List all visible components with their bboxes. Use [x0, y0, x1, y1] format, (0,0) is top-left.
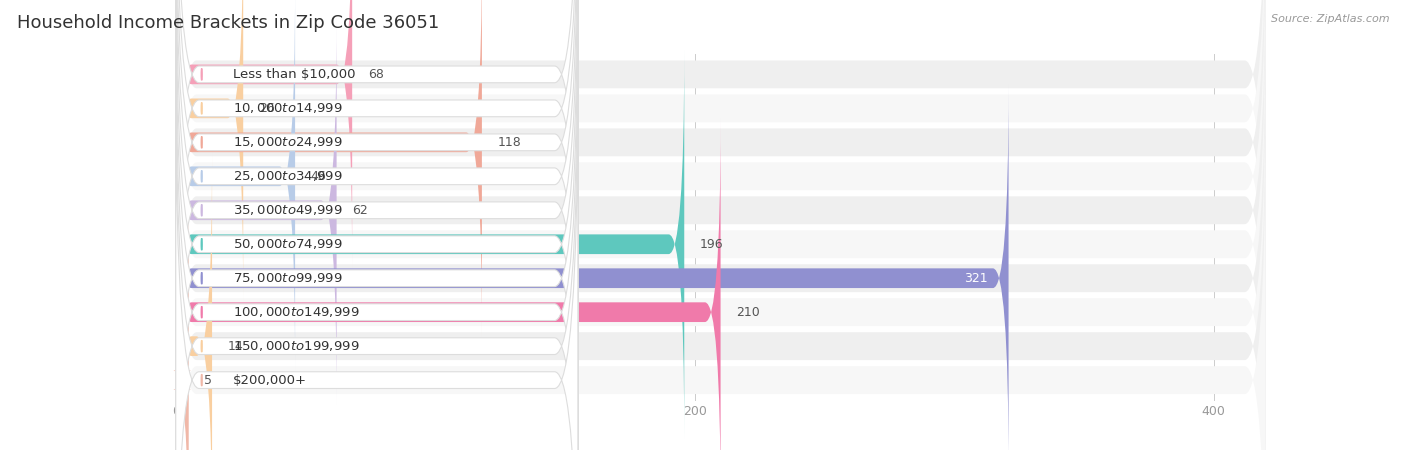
FancyBboxPatch shape	[176, 0, 243, 302]
Text: Less than $10,000: Less than $10,000	[233, 68, 356, 81]
FancyBboxPatch shape	[176, 15, 578, 450]
FancyBboxPatch shape	[176, 50, 685, 438]
Text: 62: 62	[352, 204, 368, 217]
FancyBboxPatch shape	[176, 0, 578, 450]
Text: 14: 14	[228, 340, 243, 353]
Text: $35,000 to $49,999: $35,000 to $49,999	[233, 203, 343, 217]
Text: $100,000 to $149,999: $100,000 to $149,999	[233, 305, 360, 319]
FancyBboxPatch shape	[176, 54, 1265, 450]
Text: $10,000 to $14,999: $10,000 to $14,999	[233, 101, 343, 115]
FancyBboxPatch shape	[176, 49, 578, 450]
Text: $50,000 to $74,999: $50,000 to $74,999	[233, 237, 343, 251]
FancyBboxPatch shape	[176, 0, 1265, 366]
FancyBboxPatch shape	[176, 118, 721, 450]
FancyBboxPatch shape	[176, 122, 1265, 450]
Text: $150,000 to $199,999: $150,000 to $199,999	[233, 339, 360, 353]
FancyBboxPatch shape	[176, 83, 578, 450]
Text: 26: 26	[259, 102, 274, 115]
FancyBboxPatch shape	[176, 0, 1265, 450]
FancyBboxPatch shape	[176, 16, 336, 404]
FancyBboxPatch shape	[176, 0, 482, 336]
Text: 46: 46	[311, 170, 326, 183]
FancyBboxPatch shape	[176, 0, 352, 268]
FancyBboxPatch shape	[176, 0, 1265, 434]
Text: $200,000+: $200,000+	[233, 374, 307, 387]
Text: 118: 118	[498, 136, 522, 149]
FancyBboxPatch shape	[176, 0, 295, 370]
Text: $25,000 to $34,999: $25,000 to $34,999	[233, 169, 343, 183]
FancyBboxPatch shape	[176, 84, 1008, 450]
Text: 68: 68	[368, 68, 384, 81]
FancyBboxPatch shape	[176, 0, 578, 450]
FancyBboxPatch shape	[176, 0, 1265, 332]
FancyBboxPatch shape	[176, 0, 1265, 400]
FancyBboxPatch shape	[176, 0, 578, 406]
FancyBboxPatch shape	[176, 0, 578, 372]
Text: 5: 5	[204, 374, 212, 387]
FancyBboxPatch shape	[173, 186, 191, 450]
Text: 196: 196	[700, 238, 724, 251]
FancyBboxPatch shape	[176, 0, 578, 440]
FancyBboxPatch shape	[176, 152, 212, 450]
Text: $75,000 to $99,999: $75,000 to $99,999	[233, 271, 343, 285]
FancyBboxPatch shape	[176, 88, 1265, 450]
Text: $15,000 to $24,999: $15,000 to $24,999	[233, 135, 343, 149]
Text: Household Income Brackets in Zip Code 36051: Household Income Brackets in Zip Code 36…	[17, 14, 439, 32]
FancyBboxPatch shape	[176, 0, 578, 450]
FancyBboxPatch shape	[176, 20, 1265, 450]
Text: 321: 321	[965, 272, 988, 285]
Text: 210: 210	[737, 306, 759, 319]
FancyBboxPatch shape	[176, 0, 1265, 450]
Text: Source: ZipAtlas.com: Source: ZipAtlas.com	[1271, 14, 1389, 23]
FancyBboxPatch shape	[176, 0, 578, 450]
